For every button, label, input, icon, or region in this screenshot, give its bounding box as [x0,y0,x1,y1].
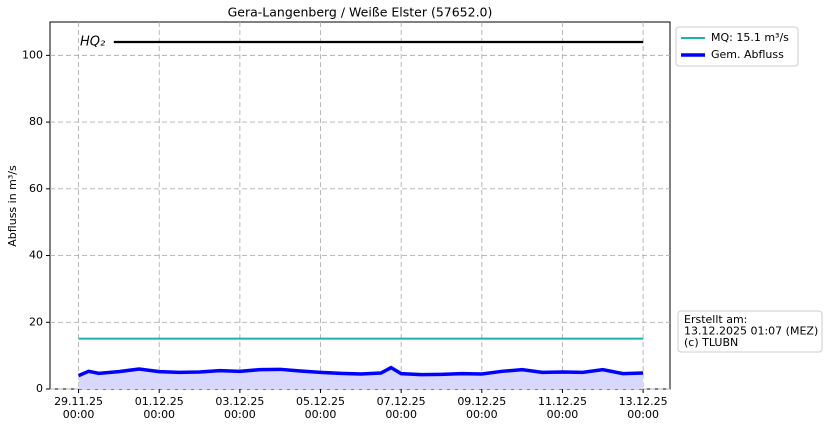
x-tick-label: 01.12.25 00:00 [135,395,184,421]
y-tick-label: 80 [29,115,43,128]
y-axis-label: Abfluss in m³/s [6,165,19,247]
reference-label: HQ₂ [80,35,105,50]
y-tick-label: 40 [29,249,43,262]
legend-label: MQ: 15.1 m³/s [711,31,789,44]
annotation-text: 13.12.2025 01:07 (MEZ) [684,325,818,338]
x-tick-label: 07.12.25 00:00 [377,395,426,421]
x-tick-label: 13.12.25 00:00 [619,395,668,421]
legend-box [675,26,799,67]
plot-frame [49,21,671,390]
x-tick-label: 11.12.25 00:00 [538,395,587,421]
x-tick-label: 09.12.25 00:00 [457,395,506,421]
y-tick-label: 20 [29,315,43,328]
y-tick-label: 0 [36,382,43,395]
legend-label: Gem. Abfluss [711,48,784,61]
chart-title: Gera-Langenberg / Weiße Elster (57652.0) [228,5,493,20]
annotation-box [677,310,823,353]
annotation-text: Erstellt am: [684,313,747,326]
x-tick-label: 03.12.25 00:00 [215,395,264,421]
x-tick-label: 05.12.25 00:00 [296,395,345,421]
annotation-text: (c) TLUBN [684,336,738,349]
y-tick-label: 60 [29,182,43,195]
y-tick-label: 100 [22,48,43,61]
x-tick-label: 29.11.25 00:00 [54,395,103,421]
series-line [77,365,644,378]
